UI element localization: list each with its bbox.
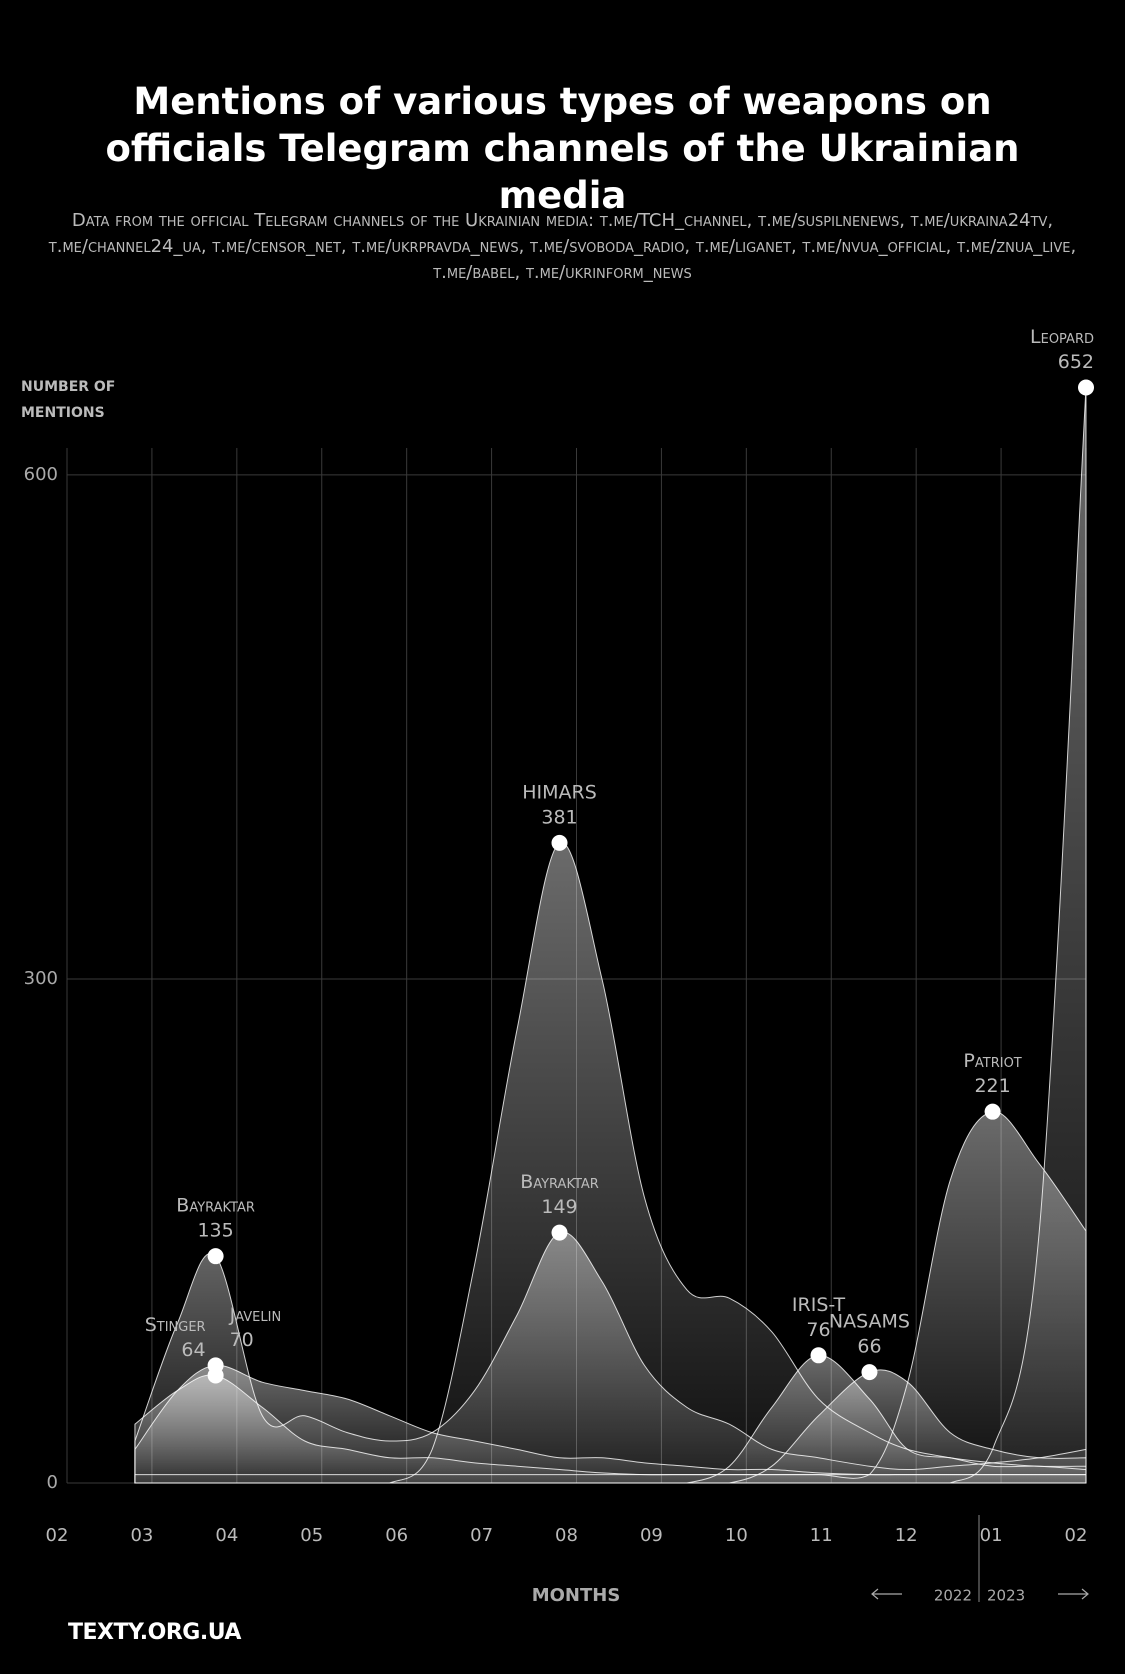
arrow-right: [1058, 1588, 1089, 1600]
peak-name: Bayraktar: [520, 1171, 599, 1193]
x-axis-label: MONTHS: [532, 1585, 621, 1606]
x-tick-label: 02: [46, 1525, 69, 1546]
peak-name: Bayraktar: [176, 1195, 255, 1217]
year-label: 2022: [934, 1587, 972, 1605]
x-tick-label: 11: [810, 1525, 833, 1546]
y-tick-label: 0: [47, 1472, 58, 1493]
peak-name: Leopard: [1030, 326, 1094, 348]
year-label: 2023: [987, 1587, 1025, 1605]
chart-subtitle: Data from the official Telegram channels…: [48, 210, 1077, 283]
x-tick-label: 04: [215, 1525, 238, 1546]
peak-value: 66: [857, 1336, 881, 1358]
x-tick-label: 03: [130, 1525, 153, 1546]
peak-value: 70: [230, 1329, 254, 1351]
y-axis-label: NUMBER OF MENTIONS: [21, 379, 116, 421]
area: [134, 387, 1087, 1484]
peak-name: NASAMS: [829, 1311, 910, 1333]
x-tick-label: 02: [1065, 1525, 1088, 1546]
x-tick-label: 06: [385, 1525, 408, 1546]
x-tick-label: 09: [640, 1525, 663, 1546]
chart-title: Mentions of various types of weapons on …: [105, 80, 1020, 217]
peak-dot: [861, 1364, 878, 1381]
x-tick-label: 12: [895, 1525, 918, 1546]
peak-value: 221: [974, 1075, 1010, 1097]
peak-name: Stinger: [145, 1314, 206, 1336]
y-tick-label: 600: [24, 464, 58, 485]
x-tick-label: 10: [725, 1525, 748, 1546]
peak-dot: [1078, 379, 1094, 396]
peak-value: 381: [541, 806, 577, 828]
peak-dot: [207, 1248, 224, 1265]
peak-dot: [207, 1357, 224, 1374]
peak-value: 149: [541, 1196, 577, 1218]
peak-name: IRIS-T: [792, 1294, 846, 1316]
peak-dot: [551, 834, 568, 851]
peak-value: 64: [181, 1339, 205, 1361]
peak-dot: [810, 1347, 827, 1364]
peak-name: HIMARS: [522, 781, 597, 803]
x-tick-label: 01: [980, 1525, 1003, 1546]
peak-value: 652: [1058, 351, 1094, 373]
x-tick-label: 07: [470, 1525, 493, 1546]
peak-dot: [984, 1103, 1001, 1120]
x-tick-label: 08: [555, 1525, 578, 1546]
area: [134, 1111, 1087, 1484]
x-tick-label: 05: [300, 1525, 323, 1546]
y-tick-label: 300: [24, 968, 58, 989]
peak-name: Javelin: [229, 1304, 282, 1326]
peak-name: Patriot: [963, 1050, 1021, 1072]
peak-value: 135: [197, 1220, 233, 1242]
peak-value: 76: [806, 1319, 830, 1341]
arrow-left: [871, 1588, 902, 1600]
source-logo: TEXTY.ORG.UA: [68, 1620, 241, 1645]
peak-dot: [551, 1224, 568, 1241]
